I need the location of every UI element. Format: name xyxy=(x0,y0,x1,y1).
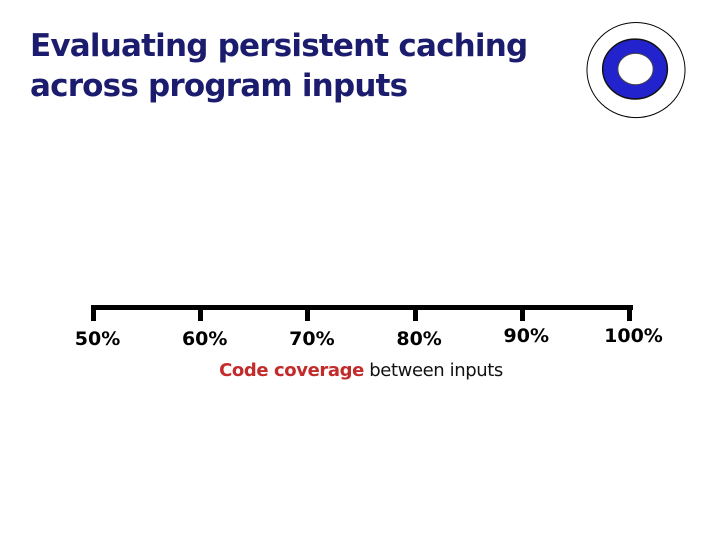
axis-tick-label-70%: 70% xyxy=(289,328,335,350)
slide-title: Evaluating persistent caching across pro… xyxy=(30,26,528,106)
axis-tick-label-50%: 50% xyxy=(74,328,121,350)
axis-tick-label-60%: 60% xyxy=(181,328,228,350)
axis-tick-90% xyxy=(519,305,525,321)
axis-line xyxy=(91,305,633,310)
axis-caption-highlight: Code coverage xyxy=(219,360,364,381)
axis-tick-60% xyxy=(198,305,204,321)
axis-tick-label-80%: 80% xyxy=(396,328,442,350)
axis-tick-label-100%: 100% xyxy=(604,325,663,347)
axis-tick-label-90%: 90% xyxy=(503,325,550,347)
slide-title-line1: Evaluating persistent caching xyxy=(30,28,528,64)
axis-caption: Code coverage between inputs xyxy=(2,360,720,381)
bullseye-logo xyxy=(586,21,686,119)
axis-tick-70% xyxy=(305,305,311,321)
axis-tick-80% xyxy=(412,305,418,321)
slide-title-line2: across program inputs xyxy=(30,68,408,104)
bullseye-center xyxy=(617,52,654,86)
axis-tick-100% xyxy=(627,305,632,321)
axis-caption-rest: between inputs xyxy=(363,360,503,381)
axis-tick-50% xyxy=(91,305,96,321)
